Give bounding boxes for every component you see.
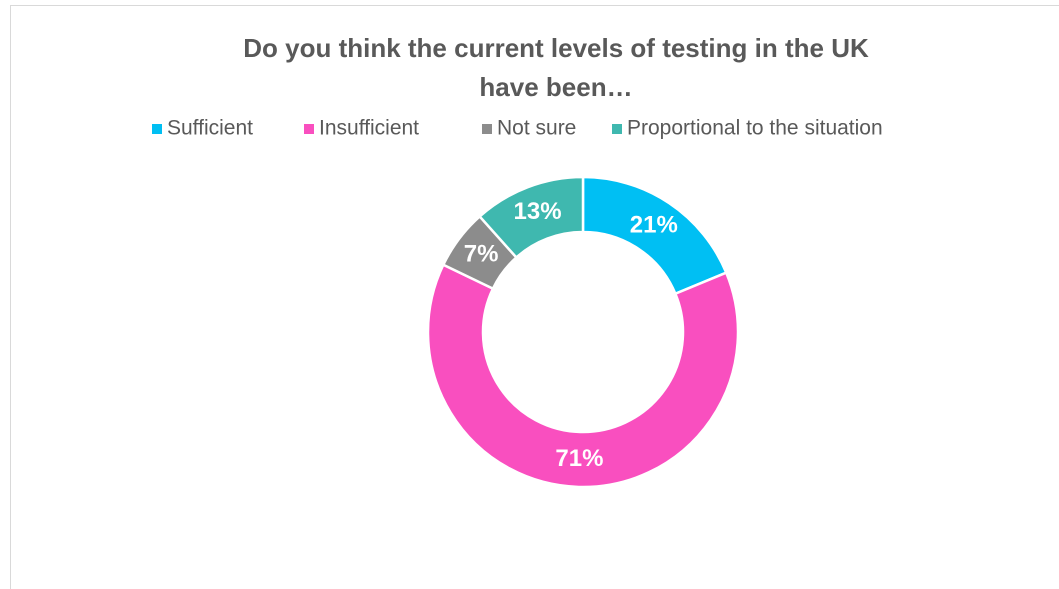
legend-marker bbox=[152, 124, 162, 134]
data-label: 21% bbox=[630, 211, 678, 238]
legend-label: Not sure bbox=[497, 117, 576, 140]
data-label: 71% bbox=[555, 445, 603, 472]
legend-label: Sufficient bbox=[167, 117, 253, 140]
chart-title: Do you think the current levels of testi… bbox=[243, 33, 869, 63]
donut-slice bbox=[477, 175, 585, 260]
legend-marker bbox=[612, 124, 622, 134]
legend-label: Proportional to the situation bbox=[627, 117, 883, 140]
legend-marker bbox=[304, 124, 314, 134]
donut-slice bbox=[426, 263, 740, 489]
legend-marker bbox=[482, 124, 492, 134]
legend-label: Insufficient bbox=[319, 117, 419, 140]
data-label: 13% bbox=[514, 198, 562, 225]
chart-border bbox=[10, 5, 1059, 589]
chart-title: have been… bbox=[479, 72, 632, 102]
data-label: 7% bbox=[464, 241, 499, 268]
